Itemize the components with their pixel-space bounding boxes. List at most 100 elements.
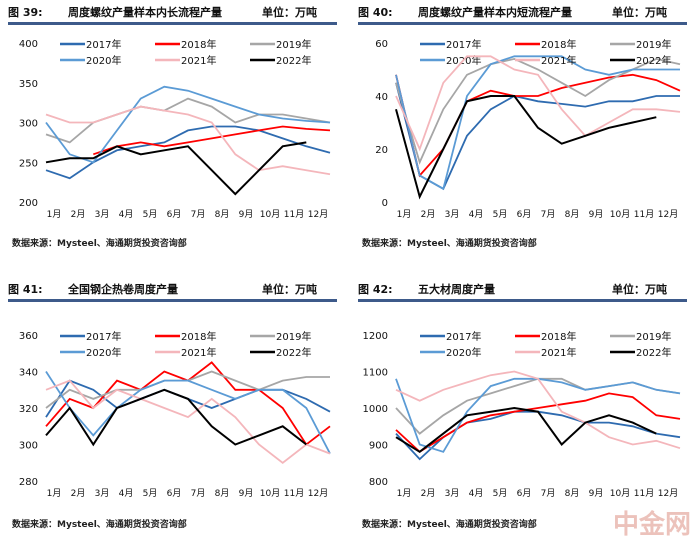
y-tick-label: 0: [382, 198, 388, 209]
series-line-2020年: [395, 55, 680, 191]
x-tick-label: 9月: [239, 488, 254, 499]
chart-title: 周度螺纹产量样本内短流程产量: [418, 6, 572, 19]
series-line-2021年: [45, 379, 331, 464]
y-tick-label: 250: [19, 158, 38, 169]
x-tick-label: 7月: [191, 488, 206, 499]
y-tick-label: 1000: [363, 404, 388, 415]
x-tick-label: 9月: [589, 209, 604, 220]
figure-number: 图 40:: [358, 6, 393, 19]
source-note: 数据来源：Mysteel、海通期货投资咨询部: [362, 239, 537, 249]
y-tick-label: 20: [375, 145, 388, 156]
x-tick-label: 6月: [517, 488, 532, 499]
legend-label: 2021年: [541, 54, 576, 67]
legend-label: 2019年: [276, 330, 311, 343]
x-tick-label: 4月: [469, 209, 484, 220]
x-tick-label: 3月: [445, 488, 460, 499]
series-line-2019年: [45, 97, 331, 144]
series-line-2017年: [395, 82, 680, 191]
series-line-2017年: [45, 125, 331, 180]
legend-label: 2022年: [276, 54, 311, 67]
x-tick-label: 8月: [565, 488, 580, 499]
x-tick-label: 7月: [541, 488, 556, 499]
legend-label: 2018年: [181, 38, 216, 51]
x-tick-label: 10月: [610, 209, 630, 220]
legend-label: 2022年: [636, 346, 671, 359]
series-line-2018年: [395, 392, 681, 453]
source-note: 数据来源：Mysteel、海通期货投资咨询部: [362, 520, 537, 530]
chart-title: 五大材周度产量: [418, 283, 495, 296]
line-chart: 280 300 320 340 360 1月 2月 3月 4月 5月 6月 7月 8月 9月 10月 11月 1…: [19, 330, 331, 499]
y-tick-label: 800: [369, 477, 388, 488]
x-tick-label: 9月: [589, 488, 604, 499]
y-tick-label: 300: [19, 441, 38, 452]
chart-unit: 单位：万吨: [262, 6, 317, 19]
y-tick-label: 340: [19, 368, 38, 379]
y-tick-label: 200: [19, 198, 38, 209]
x-tick-label: 11月: [284, 488, 304, 499]
x-tick-label: 10月: [610, 488, 630, 499]
legend-label: 2021年: [541, 346, 576, 359]
series-line-2021年: [395, 370, 681, 450]
chart-panel-42: 图 42: 五大材周度产量 单位：万吨 数据来源：Mysteel、海通期货投资咨…: [350, 277, 695, 545]
figure-number: 图 41:: [8, 283, 43, 296]
y-tick-label: 40: [375, 92, 388, 103]
chart-panel-41: 图 41: 全国钢企热卷周度产量 单位：万吨 数据来源：Mysteel、海通期货…: [0, 277, 345, 545]
x-tick-label: 6月: [167, 209, 182, 220]
x-tick-label: 6月: [167, 488, 182, 499]
series-line-2020年: [45, 85, 331, 164]
line-chart: 0 20 40 60 1月 2月 3月 4月 5月 6月 7月 8月 9月 10月 11月 12月 2017年 2…: [375, 38, 681, 220]
legend-label: 2019年: [636, 330, 671, 343]
x-tick-label: 3月: [95, 488, 110, 499]
x-tick-label: 4月: [119, 209, 134, 220]
legend-label: 2021年: [181, 54, 216, 67]
chart-title: 周度螺纹产量样本内长流程产量: [68, 6, 222, 19]
series-line-2020年: [45, 371, 331, 455]
x-tick-label: 1月: [397, 488, 412, 499]
chart-unit: 单位：万吨: [612, 6, 667, 19]
y-tick-label: 350: [19, 79, 38, 90]
title-divider: [358, 299, 687, 302]
x-tick-label: 8月: [215, 209, 230, 220]
series-line-2021年: [45, 105, 331, 176]
line-chart: 200 250 300 350 400 1月 2月 3月 4月 5月 6月 7月 8月 9月 10月 11月 1…: [19, 38, 331, 220]
chart-unit: 单位：万吨: [612, 283, 667, 296]
y-tick-label: 400: [19, 39, 38, 50]
legend-label: 2017年: [446, 38, 481, 51]
x-tick-label: 8月: [565, 209, 580, 220]
chart-unit: 单位：万吨: [262, 283, 317, 296]
x-tick-label: 6月: [517, 209, 532, 220]
y-tick-label: 360: [19, 331, 38, 342]
chart-title-bar: 图 40: 周度螺纹产量样本内短流程产量 单位：万吨: [358, 4, 687, 20]
line-chart: 800 900 1000 1100 1200 1月 2月 3月 4月 5月 6月 7月 8月 9月 10月 1…: [363, 330, 681, 499]
legend-label: 2020年: [446, 346, 481, 359]
x-tick-label: 5月: [493, 209, 508, 220]
legend-label: 2022年: [636, 54, 671, 67]
series-line-2022年: [45, 141, 307, 196]
x-tick-label: 2月: [421, 488, 436, 499]
legend-label: 2020年: [86, 346, 121, 359]
x-tick-label: 3月: [445, 209, 460, 220]
y-tick-label: 60: [375, 39, 388, 50]
figure-number: 图 42:: [358, 283, 393, 296]
chart-title: 全国钢企热卷周度产量: [68, 283, 178, 296]
chart-panel-40: 图 40: 周度螺纹产量样本内短流程产量 单位：万吨 数据来源：Mysteel、…: [350, 0, 695, 270]
legend-label: 2020年: [86, 54, 121, 67]
figure-number: 图 39:: [8, 6, 43, 19]
x-tick-label: 5月: [493, 488, 508, 499]
x-tick-label: 10月: [260, 209, 280, 220]
x-tick-label: 10月: [260, 488, 280, 499]
series-line-2022年: [395, 406, 657, 454]
x-tick-label: 9月: [239, 209, 254, 220]
y-tick-label: 1100: [363, 368, 388, 379]
x-tick-label: 12月: [308, 209, 328, 220]
x-tick-label: 5月: [143, 209, 158, 220]
legend-label: 2017年: [446, 330, 481, 343]
x-tick-label: 7月: [191, 209, 206, 220]
x-tick-label: 11月: [634, 209, 654, 220]
x-tick-label: 8月: [215, 488, 230, 499]
x-tick-label: 12月: [658, 209, 678, 220]
legend-label: 2017年: [86, 330, 121, 343]
x-tick-label: 1月: [397, 209, 412, 220]
title-divider: [358, 22, 687, 25]
